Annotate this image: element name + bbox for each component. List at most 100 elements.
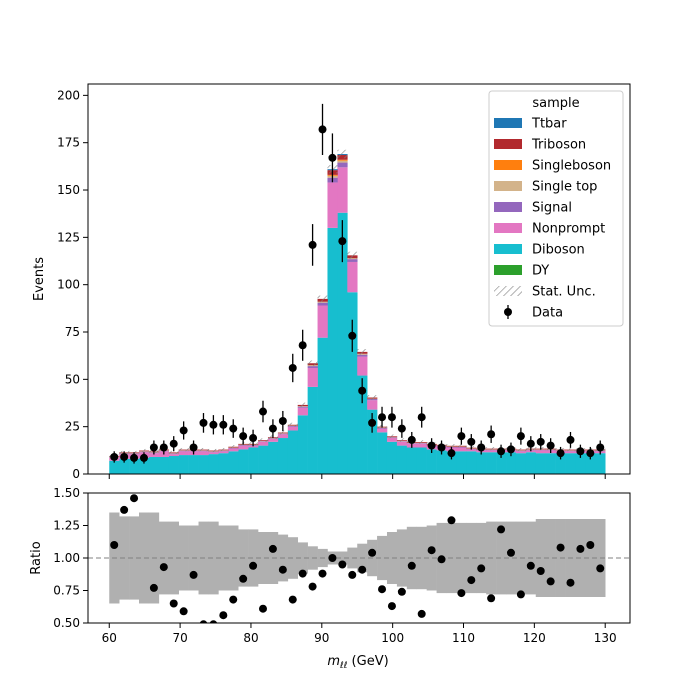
- ratio-unc-band: [506, 521, 517, 595]
- legend-swatch: [494, 202, 522, 212]
- ratio-point: [239, 574, 248, 583]
- ratio-unc-band: [248, 529, 259, 587]
- ratio-point: [397, 587, 406, 596]
- bar-diboson: [317, 337, 328, 474]
- ratio-point: [457, 589, 466, 598]
- stat-unc-hatch: [258, 438, 268, 442]
- stat-unc-hatch: [515, 447, 526, 452]
- data-point: [368, 418, 377, 427]
- data-point: [387, 413, 396, 422]
- ratio-y-axis-label: Ratio: [29, 541, 44, 574]
- legend-swatch: [494, 244, 522, 254]
- data-point: [358, 386, 367, 395]
- legend-swatch: [494, 181, 522, 191]
- data-point: [199, 418, 208, 427]
- ratio-point: [387, 602, 396, 611]
- ratio-point: [199, 620, 208, 623]
- bar-diboson: [555, 453, 566, 474]
- ratio-point: [110, 541, 119, 549]
- data-point: [219, 420, 228, 429]
- ratio-unc-band: [129, 516, 140, 600]
- x-tick-label: 70: [172, 631, 187, 645]
- bar-diboson: [515, 453, 527, 474]
- ratio-point: [516, 590, 525, 599]
- ratio-point: [338, 560, 347, 569]
- ratio-unc-band: [258, 532, 269, 584]
- bar-diboson: [188, 455, 199, 474]
- bar-signal: [347, 259, 358, 262]
- ratio-point: [308, 582, 317, 591]
- bar-nonprompt: [168, 454, 179, 457]
- bar-diboson: [476, 452, 487, 474]
- legend-swatch: [494, 223, 522, 233]
- bar-nonprompt: [228, 448, 239, 452]
- ratio-unc-band: [585, 519, 596, 597]
- stat-unc-hatch: [317, 295, 328, 303]
- stat-unc-hatch: [208, 448, 219, 453]
- data-point: [229, 424, 238, 433]
- bar-diboson: [535, 453, 546, 474]
- ratio-point: [487, 594, 496, 603]
- bar-diboson: [486, 452, 497, 474]
- bar-diboson: [406, 447, 418, 474]
- stat-unc-hatch: [218, 447, 229, 452]
- legend-swatch: [494, 160, 522, 170]
- ratio-point: [596, 564, 605, 573]
- bar-nonprompt: [218, 451, 229, 454]
- ratio-point: [566, 578, 575, 587]
- bar-diboson: [466, 451, 477, 474]
- y-tick-label: 175: [57, 136, 80, 150]
- ratio-point: [447, 516, 456, 525]
- main-y-axis-label: Events: [32, 257, 47, 301]
- data-point: [417, 413, 426, 422]
- ratio-point: [407, 561, 416, 570]
- legend-label: Ttbar: [531, 117, 567, 132]
- ratio-point: [437, 555, 446, 564]
- legend-title: sample: [532, 96, 579, 111]
- data-point: [278, 416, 287, 425]
- ratio-y-tick-label: 0.50: [53, 616, 80, 630]
- x-axis-label: mℓℓ (GeV): [327, 654, 388, 671]
- data-point: [209, 420, 218, 429]
- ratio-point: [358, 565, 367, 574]
- ratio-y-tick-label: 1.00: [53, 551, 80, 565]
- bar-diboson: [525, 452, 537, 474]
- ratio-unc-band: [496, 521, 507, 595]
- bar-signal: [307, 366, 318, 368]
- stat-unc-hatch: [486, 447, 497, 451]
- ratio-unc-band: [466, 522, 477, 594]
- bar-nonprompt: [367, 400, 378, 410]
- legend-entry-stat-unc: Stat. Unc.: [494, 285, 596, 300]
- bar-diboson: [139, 457, 150, 474]
- y-tick-label: 0: [72, 467, 80, 481]
- legend-label: Single top: [532, 180, 597, 195]
- y-tick-label: 150: [57, 183, 80, 197]
- bar-nonprompt: [377, 428, 388, 433]
- data-point: [338, 237, 347, 246]
- ratio-point: [209, 620, 218, 623]
- bar-diboson: [109, 460, 120, 474]
- data-point: [308, 240, 317, 249]
- bar-nonprompt: [258, 441, 269, 446]
- ratio-unc-band: [297, 542, 308, 574]
- legend-entry-ttbar: Ttbar: [494, 117, 567, 132]
- stat-unc-hatch: [228, 445, 239, 449]
- ratio-y-tick-label: 1.50: [53, 486, 80, 500]
- bar-diboson: [158, 456, 170, 474]
- stat-unc-hatch: [357, 349, 368, 355]
- legend-entry-nonprompt: Nonprompt: [494, 222, 605, 237]
- ratio-point: [318, 569, 327, 578]
- data-point: [467, 437, 476, 446]
- ratio-point: [288, 595, 297, 604]
- data-point: [130, 453, 139, 462]
- bar-diboson: [238, 449, 249, 474]
- ratio-unc-band: [208, 521, 219, 595]
- data-point: [328, 153, 337, 162]
- bar-nonprompt: [267, 438, 279, 442]
- stat-unc-hatch: [367, 395, 378, 400]
- data-point: [120, 452, 129, 461]
- bar-nonprompt: [198, 451, 209, 456]
- bar-nonprompt: [178, 451, 189, 456]
- x-tick-label: 110: [452, 631, 475, 645]
- main-panel: 0 25 50 75 100 125 150 175 200 Events: [32, 83, 631, 481]
